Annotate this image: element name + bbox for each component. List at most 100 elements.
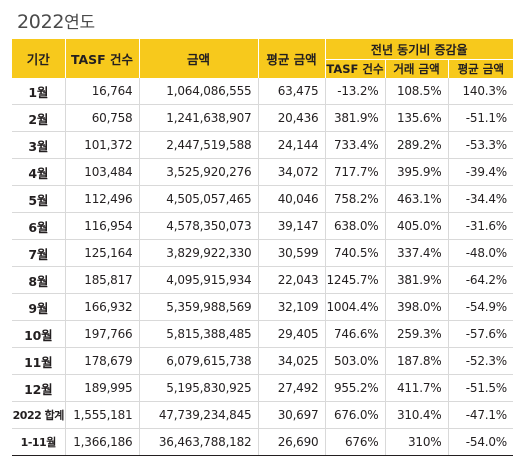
yoy-tasf-count-cell: 733.4% — [325, 131, 386, 159]
yoy-tasf-count-cell: 740.5% — [325, 239, 386, 267]
amount-cell: 1,064,086,555 — [139, 78, 259, 105]
tasf-count-cell: 116,954 — [65, 212, 140, 240]
yoy-avg-amount-cell: -39.4% — [448, 158, 514, 186]
yoy-tasf-count-cell: 955.2% — [325, 374, 386, 402]
period-cell: 1월 — [12, 78, 66, 105]
yoy-tasf-count-cell: 758.2% — [325, 185, 386, 213]
amount-cell: 4,578,350,073 — [139, 212, 259, 240]
yoy-trade-amount-cell: 463.1% — [385, 185, 449, 213]
amount-cell: 3,525,920,276 — [139, 158, 259, 186]
yoy-tasf-count-cell: 1004.4% — [325, 293, 386, 321]
yoy-tasf-count-cell: 676% — [325, 428, 386, 456]
tasf-count-cell: 60,758 — [65, 104, 140, 132]
yoy-tasf-count-cell: 1245.7% — [325, 266, 386, 294]
yoy-tasf-count-cell: 676.0% — [325, 401, 386, 429]
avg-amount-cell: 63,475 — [258, 78, 326, 105]
period-cell: 7월 — [12, 239, 66, 267]
amount-cell: 47,739,234,845 — [139, 401, 259, 429]
avg-amount-cell: 30,697 — [258, 401, 326, 429]
yoy-tasf-count-cell: 717.7% — [325, 158, 386, 186]
header-amount: 금액 — [139, 39, 259, 78]
table-row: 11월 178,679 6,079,615,738 34,025 503.0% 187.8… — [12, 347, 514, 375]
yoy-tasf-count-cell: 638.0% — [325, 212, 386, 240]
tasf-count-cell: 166,932 — [65, 293, 140, 321]
amount-cell: 5,359,988,569 — [139, 293, 259, 321]
period-cell: 2022 합계 — [12, 401, 66, 429]
yoy-avg-amount-cell: -54.0% — [448, 428, 514, 456]
header-row-top: 기간 TASF 건수 금액 평균 금액 전년 동기비 증감율 — [12, 39, 514, 78]
header-yoy-tasf-count: TASF 건수 — [325, 59, 386, 78]
yoy-avg-amount-cell: -53.3% — [448, 131, 514, 159]
tasf-count-cell: 103,484 — [65, 158, 140, 186]
period-cell: 12월 — [12, 374, 66, 402]
yoy-trade-amount-cell: 135.6% — [385, 104, 449, 132]
avg-amount-cell: 34,072 — [258, 158, 326, 186]
avg-amount-cell: 22,043 — [258, 266, 326, 294]
amount-cell: 4,095,915,934 — [139, 266, 259, 294]
yoy-avg-amount-cell: -47.1% — [448, 401, 514, 429]
yoy-trade-amount-cell: 398.0% — [385, 293, 449, 321]
amount-cell: 4,505,057,465 — [139, 185, 259, 213]
tasf-count-cell: 112,496 — [65, 185, 140, 213]
period-cell: 9월 — [12, 293, 66, 321]
tasf-count-cell: 178,679 — [65, 347, 140, 375]
table-body: 1월 16,764 1,064,086,555 63,475 -13.2% 108.5% 1… — [12, 78, 514, 456]
avg-amount-cell: 39,147 — [258, 212, 326, 240]
tasf-count-cell: 1,555,181 — [65, 401, 140, 429]
avg-amount-cell: 40,046 — [258, 185, 326, 213]
tasf-count-cell: 125,164 — [65, 239, 140, 267]
yoy-trade-amount-cell: 381.9% — [385, 266, 449, 294]
title-year: 2022 — [17, 11, 65, 33]
tasf-count-cell: 185,817 — [65, 266, 140, 294]
yoy-tasf-count-cell: 503.0% — [325, 347, 386, 375]
table-row: 7월 125,164 3,829,922,330 30,599 740.5% 337.4%… — [12, 239, 514, 267]
table-row: 9월 166,932 5,359,988,569 32,109 1004.4% 398.0… — [12, 293, 514, 321]
yoy-avg-amount-cell: -31.6% — [448, 212, 514, 240]
amount-cell: 2,447,519,588 — [139, 131, 259, 159]
period-cell: 3월 — [12, 131, 66, 159]
amount-cell: 5,195,830,925 — [139, 374, 259, 402]
yoy-trade-amount-cell: 289.2% — [385, 131, 449, 159]
period-cell: 4월 — [12, 158, 66, 186]
amount-cell: 6,079,615,738 — [139, 347, 259, 375]
table-row: 1월 16,764 1,064,086,555 63,475 -13.2% 108.5% 1… — [12, 78, 514, 105]
yoy-avg-amount-cell: -54.9% — [448, 293, 514, 321]
tasf-count-cell: 101,372 — [65, 131, 140, 159]
header-row-sub: TASF 건수 거래 금액 평균 금액 — [12, 59, 514, 78]
yoy-trade-amount-cell: 411.7% — [385, 374, 449, 402]
yoy-trade-amount-cell: 310.4% — [385, 401, 449, 429]
table-row: 4월 103,484 3,525,920,276 34,072 717.7% 395.9%… — [12, 158, 514, 186]
table-row: 10월 197,766 5,815,388,485 29,405 746.6% 259.3… — [12, 320, 514, 348]
tasf-count-cell: 16,764 — [65, 78, 140, 105]
yoy-trade-amount-cell: 395.9% — [385, 158, 449, 186]
table-row: 2022 합계 1,555,181 47,739,234,845 30,697 676.… — [12, 401, 514, 429]
tasf-count-cell: 197,766 — [65, 320, 140, 348]
header-period: 기간 — [12, 39, 66, 78]
header-yoy-avg-amount: 평균 금액 — [448, 59, 514, 78]
yoy-trade-amount-cell: 405.0% — [385, 212, 449, 240]
table-row: 6월 116,954 4,578,350,073 39,147 638.0% 405.0%… — [12, 212, 514, 240]
header-tasf-count: TASF 건수 — [65, 39, 140, 78]
avg-amount-cell: 34,025 — [258, 347, 326, 375]
yoy-avg-amount-cell: -64.2% — [448, 266, 514, 294]
yoy-avg-amount-cell: -34.4% — [448, 185, 514, 213]
period-cell: 2월 — [12, 104, 66, 132]
table-row: 1-11월 1,366,186 36,463,788,182 26,690 676% 31… — [12, 428, 514, 456]
yoy-trade-amount-cell: 337.4% — [385, 239, 449, 267]
period-cell: 6월 — [12, 212, 66, 240]
period-cell: 1-11월 — [12, 428, 66, 456]
yoy-avg-amount-cell: -51.5% — [448, 374, 514, 402]
tasf-stats-table: 기간 TASF 건수 금액 평균 금액 전년 동기비 증감율 TASF 건수 거… — [12, 39, 514, 456]
yoy-avg-amount-cell: 140.3% — [448, 78, 514, 105]
yoy-trade-amount-cell: 187.8% — [385, 347, 449, 375]
tasf-count-cell: 1,366,186 — [65, 428, 140, 456]
header-yoy-group: 전년 동기비 증감율 — [325, 39, 514, 60]
yoy-avg-amount-cell: -52.3% — [448, 347, 514, 375]
avg-amount-cell: 24,144 — [258, 131, 326, 159]
avg-amount-cell: 29,405 — [258, 320, 326, 348]
table-row: 3월 101,372 2,447,519,588 24,144 733.4% 289.2%… — [12, 131, 514, 159]
header-yoy-trade-amount: 거래 금액 — [385, 59, 449, 78]
period-cell: 11월 — [12, 347, 66, 375]
yoy-trade-amount-cell: 259.3% — [385, 320, 449, 348]
